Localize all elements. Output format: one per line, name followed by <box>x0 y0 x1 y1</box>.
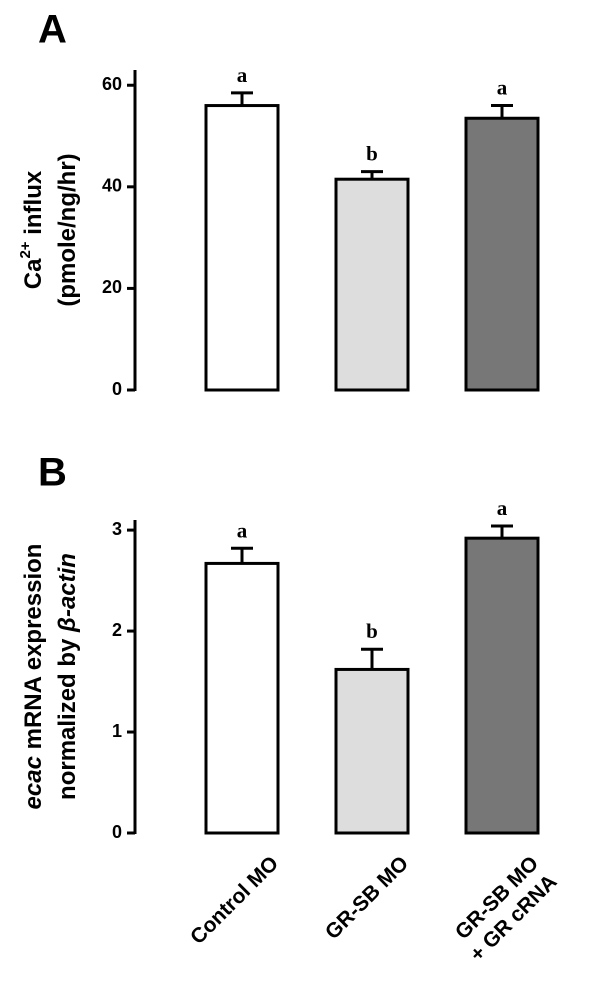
y-tick-label: 3 <box>112 519 122 539</box>
panel-a: A 0 20 40 60 Ca2+ influx (pmole/ng/hr) a b a <box>17 8 540 399</box>
y-axis-label: Ca2+ influx (pmole/ng/hr) <box>17 153 81 306</box>
y-axis-label-line: Ca2+ influx <box>17 170 47 289</box>
significance-label: a <box>237 63 248 87</box>
panel-letter: A <box>38 8 67 52</box>
significance-label: b <box>366 619 378 643</box>
significance-label: a <box>237 518 248 542</box>
significance-label: a <box>497 76 508 100</box>
y-tick-label: 60 <box>102 74 122 94</box>
y-tick-label: 0 <box>112 822 122 842</box>
x-tick-label-line: Control MO <box>186 852 283 949</box>
bar <box>334 177 410 392</box>
y-tick-label: 2 <box>112 620 122 640</box>
y-axis-label: ecac mRNA expression normalized by β-acti… <box>20 544 81 810</box>
significance-label: b <box>366 142 378 166</box>
significance-label: a <box>497 496 508 520</box>
x-tick-label: GR-SB MO <box>321 852 413 944</box>
panel-b: B 0 1 2 3 ecac mRNA expression normalized by β… <box>20 451 540 842</box>
y-axis-label-line: normalized by β-actin <box>54 553 81 800</box>
y-axis-label-line: ecac mRNA expression <box>20 544 47 810</box>
y-tick-label: 0 <box>112 379 122 399</box>
x-tick-label: Control MO <box>186 852 283 949</box>
bar <box>204 561 280 835</box>
bar <box>464 536 540 835</box>
y-tick-label: 20 <box>102 277 122 297</box>
y-tick-label: 1 <box>112 721 122 741</box>
y-tick-label: 40 <box>102 176 122 196</box>
x-tick-label: GR-SB MO+ GR cRNA <box>451 852 562 966</box>
x-category-labels: Control MO GR-SB MO GR-SB MO+ GR cRNA <box>186 852 561 966</box>
x-tick-label-line: GR-SB MO <box>321 852 413 944</box>
bar <box>464 116 540 392</box>
bar <box>334 667 410 835</box>
panel-letter: B <box>38 451 67 495</box>
y-axis-label-line: (pmole/ng/hr) <box>54 153 81 306</box>
bar <box>204 104 280 392</box>
